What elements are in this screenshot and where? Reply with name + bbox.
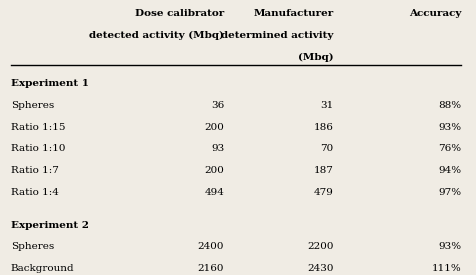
Text: 111%: 111% (431, 264, 460, 273)
Text: Spheres: Spheres (11, 242, 54, 251)
Text: 93: 93 (210, 144, 224, 153)
Text: Accuracy: Accuracy (408, 9, 460, 18)
Text: 2200: 2200 (306, 242, 333, 251)
Text: 76%: 76% (437, 144, 460, 153)
Text: 93%: 93% (437, 123, 460, 131)
Text: 2430: 2430 (306, 264, 333, 273)
Text: Experiment 1: Experiment 1 (11, 79, 89, 88)
Text: Manufacturer: Manufacturer (253, 9, 333, 18)
Text: 479: 479 (313, 188, 333, 197)
Text: 94%: 94% (437, 166, 460, 175)
Text: Background: Background (11, 264, 74, 273)
Text: 36: 36 (210, 101, 224, 110)
Text: 70: 70 (319, 144, 333, 153)
Text: 2160: 2160 (198, 264, 224, 273)
Text: 31: 31 (319, 101, 333, 110)
Text: Ratio 1:7: Ratio 1:7 (11, 166, 59, 175)
Text: (Mbq): (Mbq) (297, 53, 333, 62)
Text: Ratio 1:10: Ratio 1:10 (11, 144, 65, 153)
Text: detected activity (Mbq): detected activity (Mbq) (89, 31, 224, 40)
Text: Dose calibrator: Dose calibrator (135, 9, 224, 18)
Text: determined activity: determined activity (220, 31, 333, 40)
Text: 97%: 97% (437, 188, 460, 197)
Text: Ratio 1:15: Ratio 1:15 (11, 123, 65, 131)
Text: 93%: 93% (437, 242, 460, 251)
Text: 200: 200 (204, 166, 224, 175)
Text: Experiment 2: Experiment 2 (11, 221, 89, 230)
Text: 200: 200 (204, 123, 224, 131)
Text: 494: 494 (204, 188, 224, 197)
Text: Spheres: Spheres (11, 101, 54, 110)
Text: 88%: 88% (437, 101, 460, 110)
Text: 2400: 2400 (198, 242, 224, 251)
Text: 186: 186 (313, 123, 333, 131)
Text: 187: 187 (313, 166, 333, 175)
Text: Ratio 1:4: Ratio 1:4 (11, 188, 59, 197)
